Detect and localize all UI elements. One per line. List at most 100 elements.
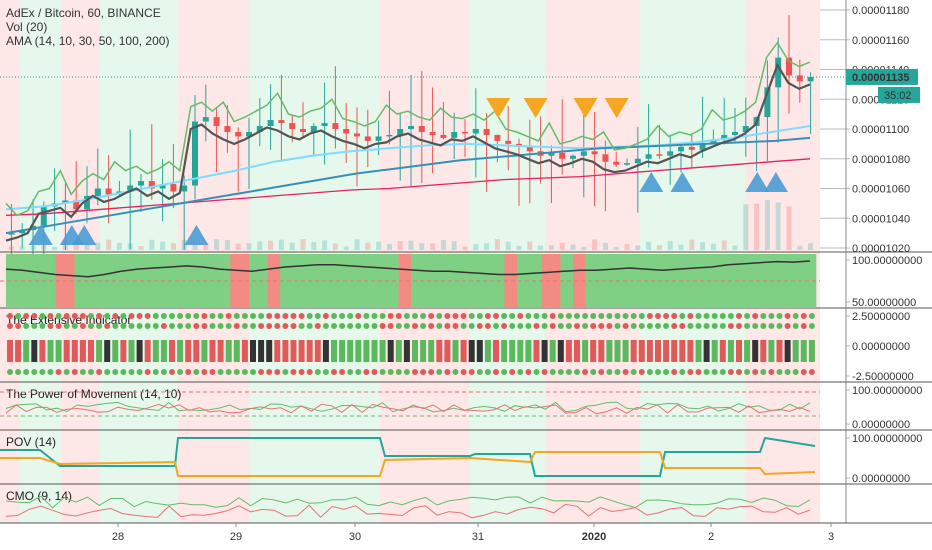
extensive-dot	[79, 323, 86, 329]
volume-bar	[224, 239, 230, 250]
candle-body	[710, 139, 717, 144]
aoo-bar	[772, 254, 779, 308]
volume-bar	[505, 241, 511, 250]
volume-bar	[278, 239, 284, 250]
aoo-bar	[99, 254, 106, 308]
extensive-bar	[282, 340, 289, 362]
extensive-dot	[387, 323, 394, 329]
volume-bar	[667, 241, 673, 250]
extensive-dot	[185, 369, 192, 375]
candle-body	[624, 163, 630, 165]
aoo-bar	[666, 254, 673, 308]
extensive-dot	[655, 323, 661, 329]
extensive-dot	[638, 369, 645, 375]
extensive-dot	[185, 323, 192, 329]
extensive-dot	[444, 323, 451, 329]
extensive-dot	[363, 323, 370, 329]
candle-body	[159, 184, 166, 189]
extensive-bar	[144, 340, 151, 362]
volume-bar	[775, 202, 781, 250]
extensive-dot	[703, 313, 710, 319]
extensive-dot	[250, 369, 256, 375]
extensive-dot	[557, 369, 564, 375]
volume-bar	[732, 245, 738, 250]
extensive-dot	[703, 323, 710, 329]
candle-body	[354, 133, 360, 137]
extensive-dot	[298, 313, 305, 319]
candle-body	[84, 195, 90, 210]
extensive-bar	[23, 340, 30, 362]
extensive-bar	[784, 340, 791, 362]
extensive-dot	[671, 369, 678, 375]
extensive-dot	[387, 313, 394, 319]
extensive-bar	[217, 340, 224, 362]
aoo-line	[5, 260, 811, 278]
extensive-dot	[484, 313, 491, 319]
extensive-bar	[112, 340, 119, 362]
extensive-dot	[274, 323, 281, 329]
candle-body	[148, 181, 155, 189]
extensive-bar	[387, 340, 394, 362]
extensive-dot	[7, 369, 13, 375]
ama-line-cyan	[5, 125, 811, 211]
extensive-dot	[306, 323, 313, 329]
candle-body	[645, 154, 652, 159]
extensive-dot	[96, 313, 103, 319]
pane-tick-label: -2.50000000	[852, 371, 914, 383]
extensive-bar	[266, 340, 273, 362]
extensive-dot	[339, 323, 346, 329]
extensive-dot	[314, 313, 321, 319]
extensive-dot	[703, 369, 710, 375]
extensive-dot	[460, 369, 467, 375]
extensive-bar	[177, 340, 184, 362]
extensive-dot	[663, 313, 670, 319]
extensive-dot	[403, 313, 410, 319]
buy-signal-triangle	[745, 172, 770, 192]
extensive-bar	[655, 340, 661, 362]
extensive-dot	[428, 313, 435, 319]
volume-bar	[516, 245, 522, 250]
extensive-dot	[15, 313, 22, 319]
extensive-dot	[371, 323, 378, 329]
extensive-dot	[663, 369, 670, 375]
ama-line-red	[5, 158, 811, 216]
aoo-bar	[479, 254, 487, 308]
extensive-dot	[590, 369, 597, 375]
aoo-bar	[311, 254, 318, 308]
extensive-bar	[598, 340, 605, 362]
extensive-dot	[719, 369, 726, 375]
price-axis[interactable]: 0.000011800.000011600.000011400.00001120…	[820, 0, 920, 523]
price-pane[interactable]	[0, 14, 846, 278]
candle-body	[62, 200, 69, 204]
buy-signal-triangle	[28, 225, 53, 245]
extensive-dot	[96, 369, 103, 375]
extensive-bar	[371, 340, 378, 362]
volume-bar	[268, 240, 274, 250]
volume-bar	[246, 243, 252, 250]
extensive-dot	[582, 323, 589, 329]
extensive-bar	[420, 340, 427, 362]
extensive-bar	[679, 340, 686, 362]
extensive-bar	[201, 340, 208, 362]
time-axis[interactable]: 28 29 30 31 2020 2 3	[0, 522, 932, 543]
extensive-dot	[808, 323, 815, 329]
extensive-dot	[784, 323, 791, 329]
pane-tick-label: 100.00000000	[852, 255, 922, 267]
candle-body	[278, 120, 285, 124]
extensive-bar	[468, 340, 475, 362]
extensive-dot	[533, 313, 540, 319]
extensive-bar	[31, 340, 38, 362]
volume-bar	[127, 243, 133, 250]
aoo-bar	[217, 254, 225, 308]
extensive-dot	[104, 369, 111, 375]
volume-bar	[678, 244, 684, 250]
extensive-dot	[711, 369, 718, 375]
extensive-dot	[598, 313, 605, 319]
extensive-dot	[290, 323, 297, 329]
extensive-bar	[719, 340, 726, 362]
aoo-bar	[261, 254, 268, 308]
aoo-bar	[255, 254, 262, 308]
extensive-dot	[727, 313, 734, 319]
extensive-bar	[63, 340, 70, 362]
